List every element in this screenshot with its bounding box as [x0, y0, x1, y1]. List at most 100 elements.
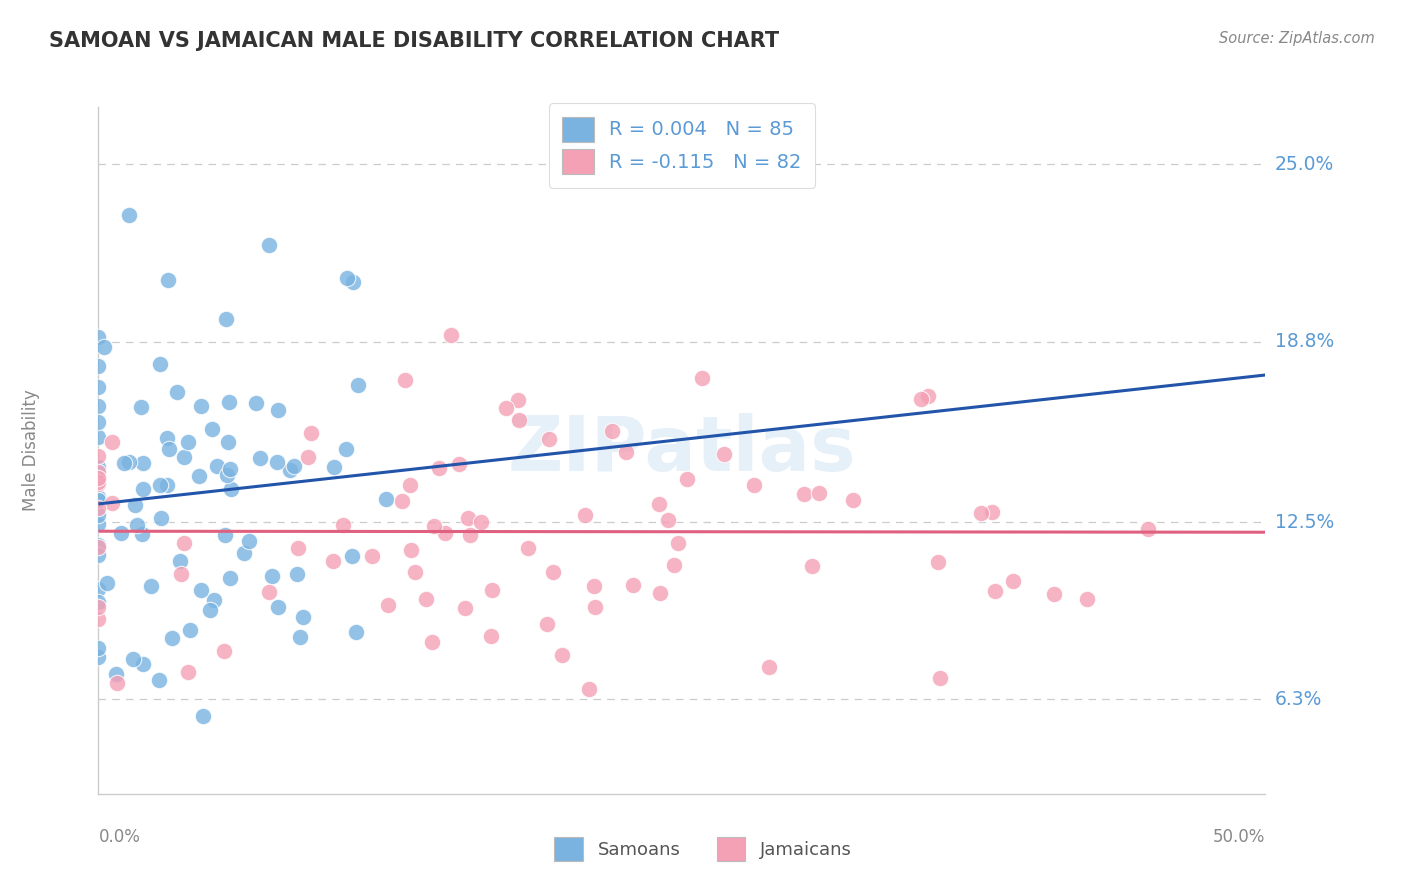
Point — [233, 546, 256, 560]
Point — [166, 384, 188, 399]
Point — [427, 461, 450, 475]
Point — [541, 565, 564, 579]
Point — [87, 650, 110, 665]
Point — [215, 467, 238, 482]
Point — [285, 566, 308, 581]
Point — [434, 525, 457, 540]
Point — [267, 402, 290, 417]
Point — [121, 651, 143, 665]
Point — [173, 535, 195, 549]
Point — [87, 612, 110, 626]
Point — [666, 535, 689, 549]
Point — [288, 630, 311, 644]
Point — [536, 616, 558, 631]
Point — [218, 571, 240, 585]
Point — [215, 311, 238, 326]
Point — [156, 431, 179, 445]
Point — [278, 463, 301, 477]
Point — [218, 462, 240, 476]
Point — [344, 624, 367, 639]
Point — [457, 510, 479, 524]
Point — [218, 395, 240, 409]
Point — [148, 673, 170, 688]
Point — [219, 482, 242, 496]
Point — [283, 458, 305, 473]
Point — [758, 660, 780, 674]
Point — [193, 709, 215, 723]
Point — [713, 447, 735, 461]
Point — [149, 478, 172, 492]
Point — [149, 357, 172, 371]
Point — [537, 432, 560, 446]
Point — [983, 584, 1005, 599]
Point — [508, 413, 530, 427]
Point — [87, 640, 110, 655]
Point — [423, 519, 446, 533]
Text: Male Disability: Male Disability — [22, 390, 41, 511]
Point — [87, 465, 110, 479]
Point — [214, 644, 236, 658]
Point — [742, 477, 765, 491]
Point — [179, 623, 201, 637]
Point — [439, 328, 461, 343]
Point — [157, 442, 180, 456]
Point — [375, 492, 398, 507]
Point — [657, 513, 679, 527]
Point — [291, 610, 314, 624]
Point — [87, 399, 110, 413]
Point — [340, 549, 363, 564]
Point — [87, 460, 110, 475]
Point — [177, 435, 200, 450]
Point — [266, 455, 288, 469]
Point — [100, 435, 122, 450]
Text: SAMOAN VS JAMAICAN MALE DISABILITY CORRELATION CHART: SAMOAN VS JAMAICAN MALE DISABILITY CORRE… — [49, 31, 779, 51]
Point — [259, 585, 281, 599]
Point — [87, 415, 110, 429]
Point — [1043, 587, 1066, 601]
Point — [342, 275, 364, 289]
Point — [238, 533, 260, 548]
Point — [928, 671, 950, 685]
Point — [267, 600, 290, 615]
Point — [551, 648, 574, 663]
Point — [87, 508, 110, 523]
Point — [690, 371, 713, 385]
Text: Source: ZipAtlas.com: Source: ZipAtlas.com — [1219, 31, 1375, 46]
Point — [87, 430, 110, 444]
Point — [245, 396, 267, 410]
Point — [87, 548, 110, 562]
Point — [981, 505, 1004, 519]
Point — [201, 422, 224, 436]
Point — [150, 511, 173, 525]
Point — [105, 676, 128, 690]
Text: 25.0%: 25.0% — [1275, 155, 1334, 174]
Text: 50.0%: 50.0% — [1213, 828, 1265, 847]
Point — [101, 496, 124, 510]
Point — [105, 667, 128, 681]
Point — [249, 451, 271, 466]
Point — [297, 450, 319, 464]
Point — [346, 377, 368, 392]
Point — [87, 595, 110, 609]
Point — [110, 526, 132, 541]
Point — [793, 487, 815, 501]
Point — [621, 578, 644, 592]
Point — [332, 518, 354, 533]
Text: 0.0%: 0.0% — [98, 828, 141, 847]
Point — [96, 575, 118, 590]
Point — [970, 507, 993, 521]
Point — [927, 555, 949, 569]
Point — [132, 482, 155, 496]
Point — [516, 541, 538, 555]
Point — [87, 449, 110, 463]
Point — [87, 476, 110, 491]
Text: 6.3%: 6.3% — [1275, 690, 1322, 709]
Point — [187, 469, 209, 483]
Point — [583, 600, 606, 615]
Point — [118, 208, 141, 222]
Point — [335, 442, 357, 457]
Point — [460, 528, 482, 542]
Point — [453, 601, 475, 615]
Point — [87, 475, 110, 489]
Point — [648, 497, 671, 511]
